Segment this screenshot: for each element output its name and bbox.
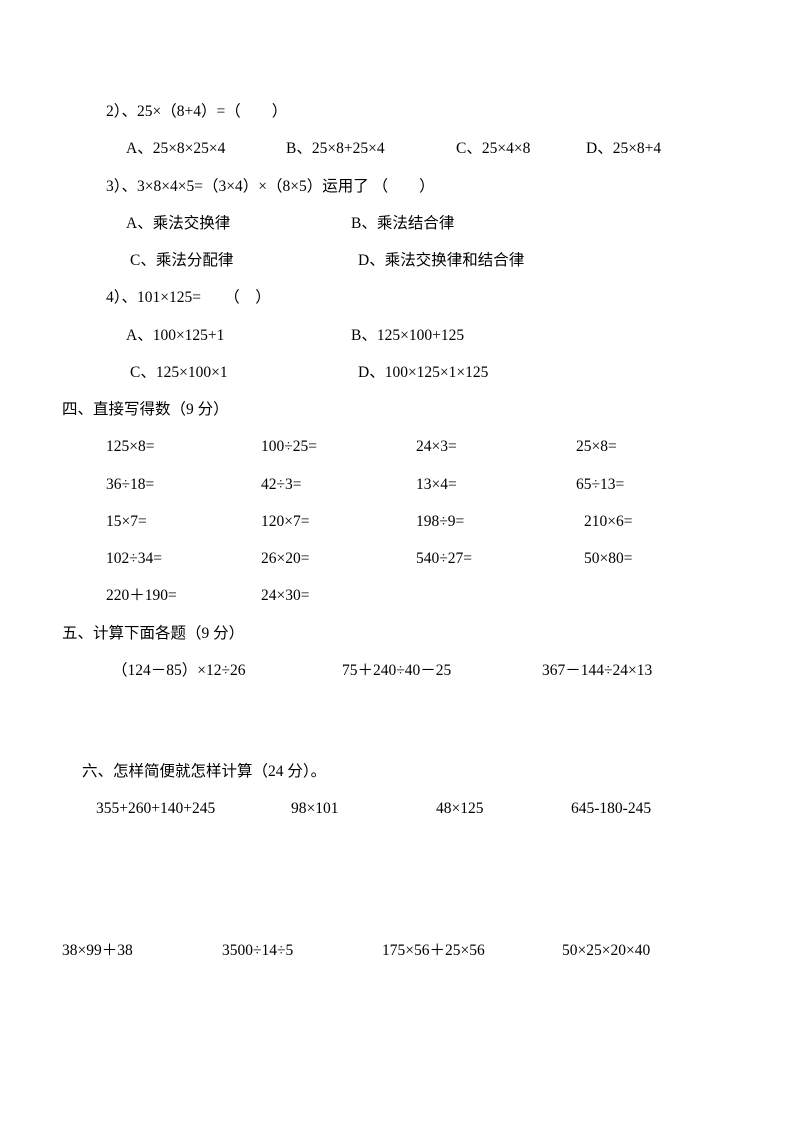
math-cell: 125×8= [106, 435, 261, 458]
sec5-row: （124－85）×12÷26 75＋240÷40－25 367－144÷24×1… [82, 659, 718, 682]
sec5-heading: 五、计算下面各题（9 分） [62, 622, 718, 645]
sec4-row: 220＋190= 24×30= [82, 584, 718, 607]
sec4-grid: 125×8= 100÷25= 24×3= 25×8= 36÷18= 42÷3= … [82, 435, 718, 607]
sec6-item: 645-180-245 [571, 797, 651, 820]
math-cell: 13×4= [416, 473, 576, 496]
sec4-row: 125×8= 100÷25= 24×3= 25×8= [82, 435, 718, 458]
q2-options: A、25×8×25×4 B、25×8+25×4 C、25×4×8 D、25×8+… [82, 137, 718, 160]
sec6-row2: 38×99＋38 3500÷14÷5 175×56＋25×56 50×25×20… [62, 939, 718, 962]
math-cell: 102÷34= [106, 547, 261, 570]
sec4-row: 102÷34= 26×20= 540÷27= 50×80= [82, 547, 718, 570]
math-cell: 36÷18= [106, 473, 261, 496]
q3-stem: 3）、3×8×4×5=（3×4）×（8×5）运用了 （ ） [82, 175, 718, 198]
math-cell: 65÷13= [576, 473, 736, 496]
math-cell: 198÷9= [416, 510, 576, 533]
math-cell: 100÷25= [261, 435, 416, 458]
q4-opt-c: C、125×100×1 [130, 361, 358, 384]
q2-opt-a: A、25×8×25×4 [126, 137, 286, 160]
sec6-row1: 355+260+140+245 98×101 48×125 645-180-24… [82, 797, 718, 820]
sec6-item: 355+260+140+245 [96, 797, 291, 820]
q2-opt-d: D、25×8+4 [586, 137, 661, 160]
math-cell: 25×8= [576, 435, 736, 458]
q4-opt-a: A、100×125+1 [126, 324, 351, 347]
sec4-row: 36÷18= 42÷3= 13×4= 65÷13= [82, 473, 718, 496]
sec5-item: （124－85）×12÷26 [112, 659, 342, 682]
q3-options-ab: A、乘法交换律 B、乘法结合律 [82, 212, 718, 235]
math-cell: 24×3= [416, 435, 576, 458]
sec6-item: 38×99＋38 [62, 939, 222, 962]
q2-opt-b: B、25×8+25×4 [286, 137, 456, 160]
q4-stem: 4）、101×125= （ ） [82, 286, 718, 309]
math-cell: 26×20= [261, 547, 416, 570]
sec6-item: 48×125 [436, 797, 571, 820]
q4-options-ab: A、100×125+1 B、125×100+125 [82, 324, 718, 347]
sec5-item: 75＋240÷40－25 [342, 659, 542, 682]
sec6-item: 175×56＋25×56 [382, 939, 562, 962]
math-cell: 120×7= [261, 510, 416, 533]
q4-opt-d: D、100×125×1×125 [358, 361, 488, 384]
q3-opt-a: A、乘法交换律 [126, 212, 351, 235]
math-cell: 15×7= [106, 510, 261, 533]
q3-opt-c: C、乘法分配律 [130, 249, 358, 272]
sec6-heading: 六、怎样简便就怎样计算（24 分）。 [82, 760, 718, 783]
sec4-row: 15×7= 120×7= 198÷9= 210×6= [82, 510, 718, 533]
math-cell: 540÷27= [416, 547, 576, 570]
math-cell: 50×80= [576, 547, 744, 570]
math-cell: 24×30= [261, 584, 416, 607]
q2-opt-c: C、25×4×8 [456, 137, 586, 160]
math-cell: 210×6= [576, 510, 744, 533]
page: 2）、25×（8+4）=（ ） A、25×8×25×4 B、25×8+25×4 … [0, 0, 800, 1132]
math-cell [416, 584, 576, 607]
sec6-item: 3500÷14÷5 [222, 939, 382, 962]
sec6-item: 50×25×20×40 [562, 939, 650, 962]
sec6-item: 98×101 [291, 797, 436, 820]
math-cell [576, 584, 736, 607]
q4-options-cd: C、125×100×1 D、100×125×1×125 [82, 361, 718, 384]
q4-opt-b: B、125×100+125 [351, 324, 651, 347]
sec5-item: 367－144÷24×13 [542, 659, 652, 682]
q3-opt-b: B、乘法结合律 [351, 212, 651, 235]
math-cell: 42÷3= [261, 473, 416, 496]
q3-options-cd: C、乘法分配律 D、乘法交换律和结合律 [82, 249, 718, 272]
sec4-heading: 四、直接写得数（9 分） [62, 398, 718, 421]
q2-stem: 2）、25×（8+4）=（ ） [82, 100, 718, 123]
math-cell: 220＋190= [106, 584, 261, 607]
q3-opt-d: D、乘法交换律和结合律 [358, 249, 524, 272]
